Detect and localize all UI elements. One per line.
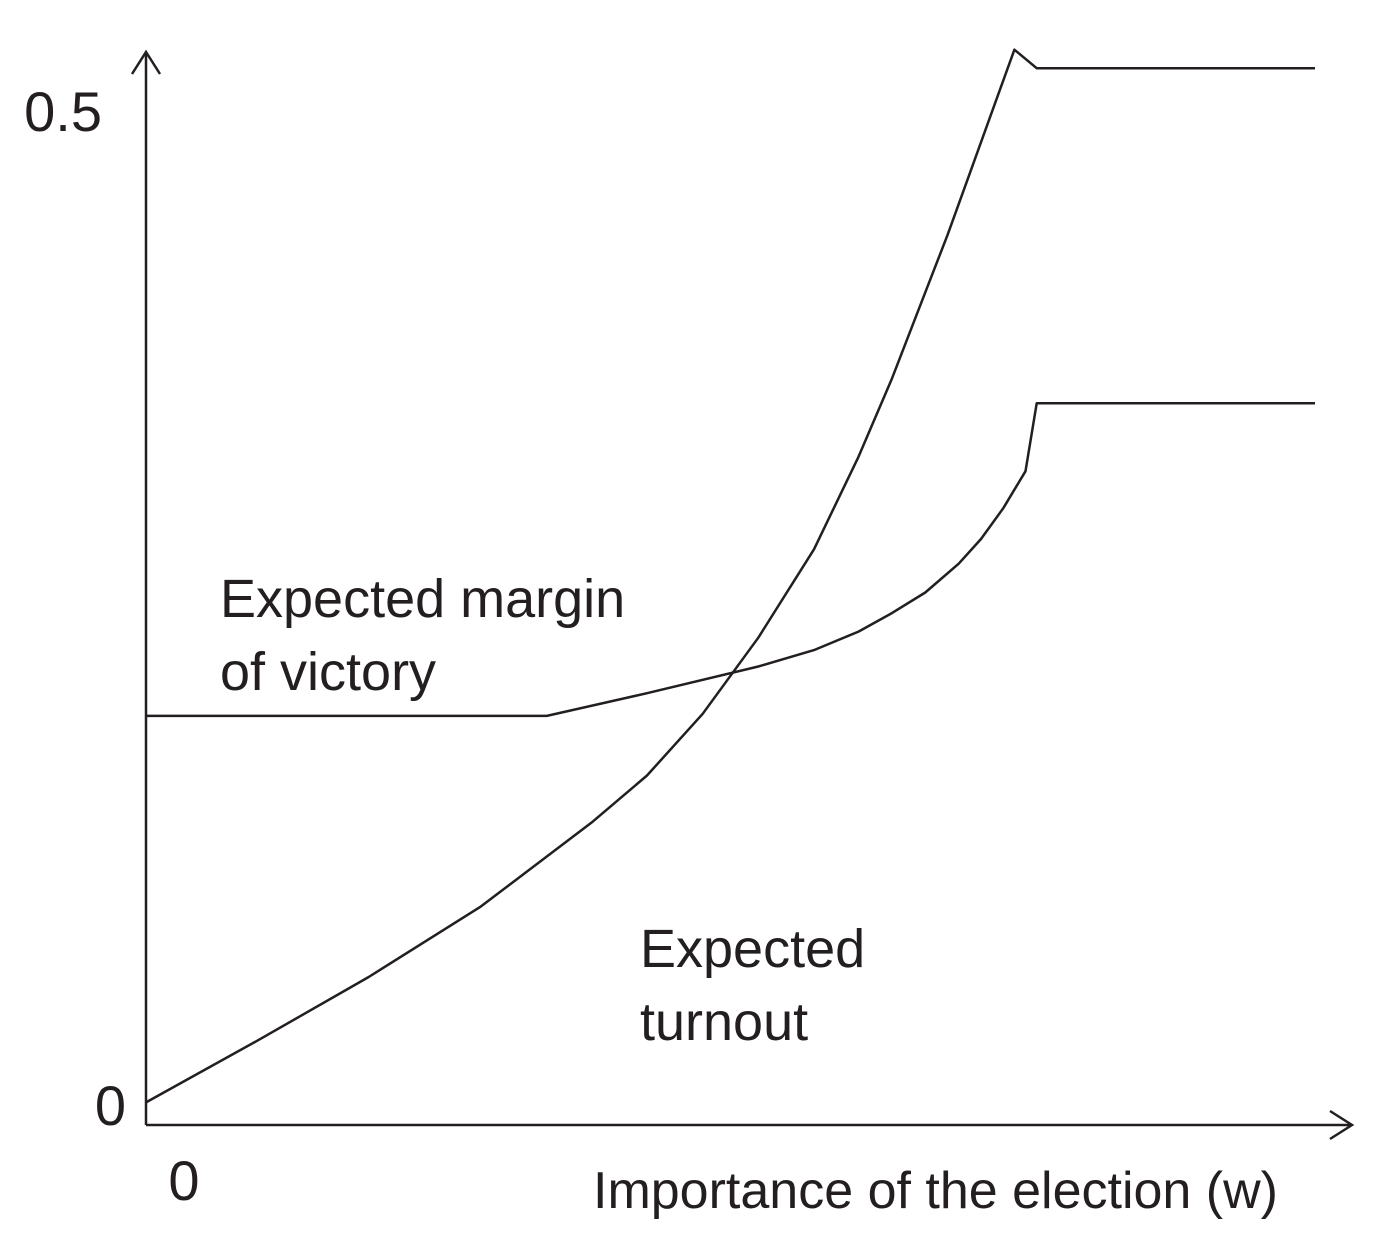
margin-annotation: Expected margin of victory bbox=[220, 569, 640, 702]
axes bbox=[130, 49, 1355, 1141]
x-axis-label: Importance of the election (w) bbox=[593, 1162, 1278, 1220]
y-tick-label-bottom: 0 bbox=[95, 1074, 126, 1137]
x-tick-label: 0 bbox=[168, 1149, 199, 1212]
turnout-annotation-line-2: turnout bbox=[640, 992, 808, 1052]
series-line-margin-of-victory bbox=[146, 402, 1315, 718]
margin-annotation-line-2: of victory bbox=[220, 642, 436, 702]
margin-annotation-line-1: Expected margin bbox=[220, 569, 625, 629]
series-layer bbox=[145, 48, 1315, 1104]
y-axis-arrowhead bbox=[130, 49, 162, 75]
x-axis-arrowhead bbox=[1329, 1109, 1355, 1141]
turnout-annotation: Expected turnout bbox=[640, 919, 880, 1052]
y-tick-label-top: 0.5 bbox=[24, 80, 102, 143]
turnout-annotation-line-1: Expected bbox=[640, 919, 865, 979]
series-line-turnout bbox=[145, 48, 1315, 1104]
